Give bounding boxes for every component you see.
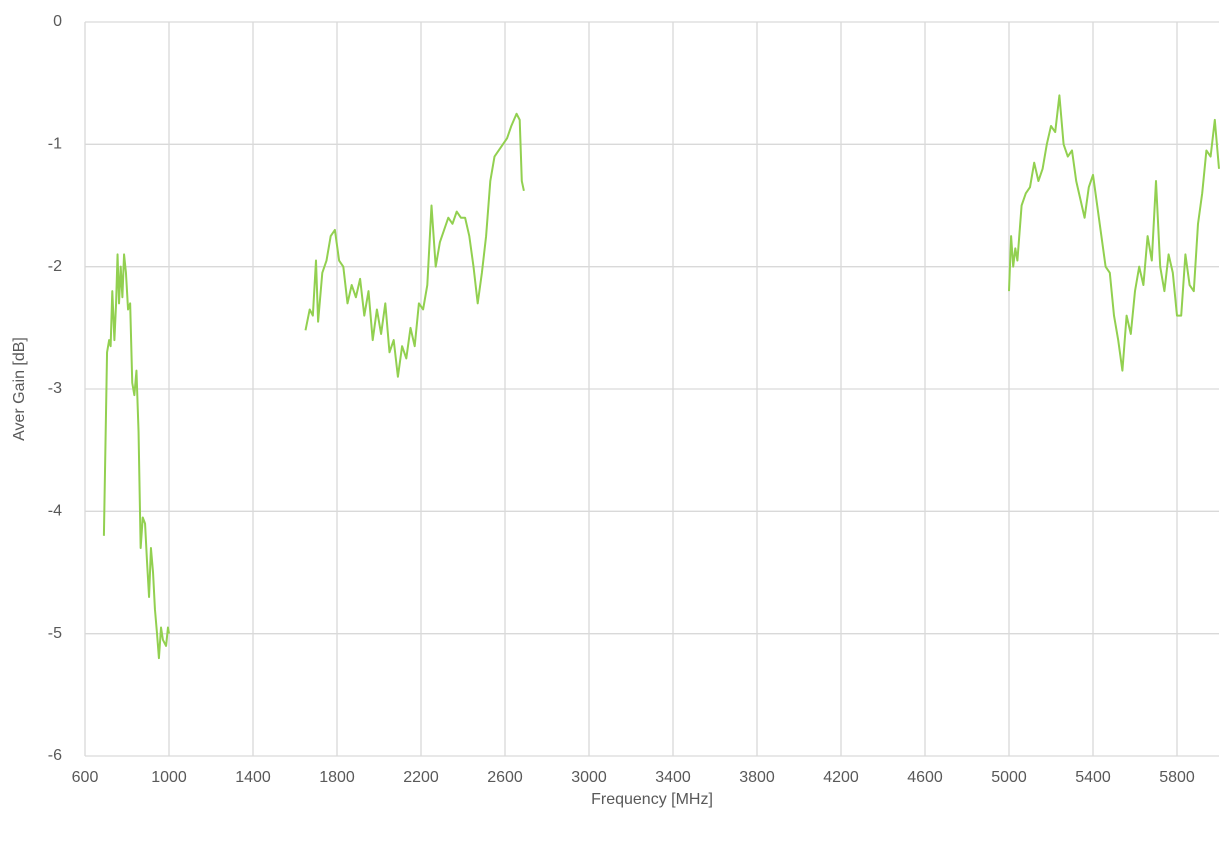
x-tick-label: 1800	[319, 769, 355, 786]
y-tick-label: -4	[48, 503, 62, 520]
y-tick-label: -2	[48, 258, 62, 275]
x-tick-label: 3000	[571, 769, 607, 786]
x-tick-label: 600	[72, 769, 99, 786]
y-tick-label: 0	[53, 13, 62, 30]
x-axis-title: Frequency [MHz]	[591, 791, 713, 808]
y-tick-label: -6	[48, 747, 62, 764]
x-tick-label: 2200	[403, 769, 439, 786]
x-tick-label: 3800	[739, 769, 775, 786]
x-tick-label: 5400	[1075, 769, 1111, 786]
y-tick-label: -1	[48, 136, 62, 153]
x-tick-label: 5800	[1159, 769, 1195, 786]
y-axis-title: Aver Gain [dB]	[11, 337, 28, 441]
x-tick-label: 1000	[151, 769, 187, 786]
x-tick-label: 2600	[487, 769, 523, 786]
y-tick-label: -5	[48, 625, 62, 642]
y-tick-label: -3	[48, 380, 62, 397]
x-tick-label: 4600	[907, 769, 943, 786]
x-tick-label: 5000	[991, 769, 1027, 786]
x-tick-label: 4200	[823, 769, 859, 786]
x-tick-label: 3400	[655, 769, 691, 786]
data-line	[102, 94, 1220, 660]
x-tick-label: 1400	[235, 769, 271, 786]
